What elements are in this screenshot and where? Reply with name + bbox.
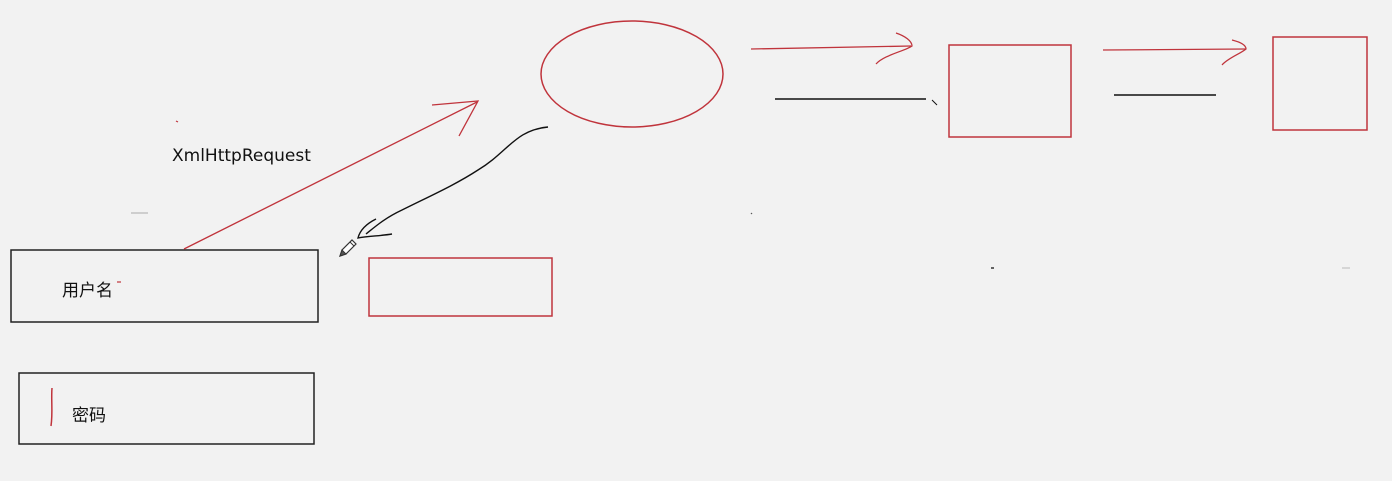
password-box — [18, 372, 315, 445]
request-label: XmlHttpRequest — [172, 146, 311, 166]
request-arrow-head — [431, 100, 480, 137]
forward-arrow-2-line — [1102, 48, 1247, 51]
username-box — [10, 249, 319, 323]
password-label: 密码 — [72, 406, 106, 426]
forward-arrow-2-head — [1221, 39, 1247, 66]
response-arrow-curve — [365, 126, 549, 235]
return-line-1-tick — [931, 99, 938, 106]
server-ellipse — [540, 20, 724, 128]
forward-arrow-1-head — [875, 32, 913, 65]
text-cursor-mark — [50, 387, 53, 427]
request-arrow-line — [183, 101, 478, 250]
pencil-icon — [339, 239, 357, 257]
response-arrow-head — [357, 218, 393, 239]
stray-speck — [175, 120, 179, 123]
middle-box — [948, 44, 1072, 138]
stray-speck — [750, 212, 753, 215]
forward-arrow-1-line — [750, 45, 912, 50]
result-box — [368, 257, 553, 317]
username-label: 用户名 — [62, 281, 113, 301]
right-box — [1272, 36, 1368, 131]
